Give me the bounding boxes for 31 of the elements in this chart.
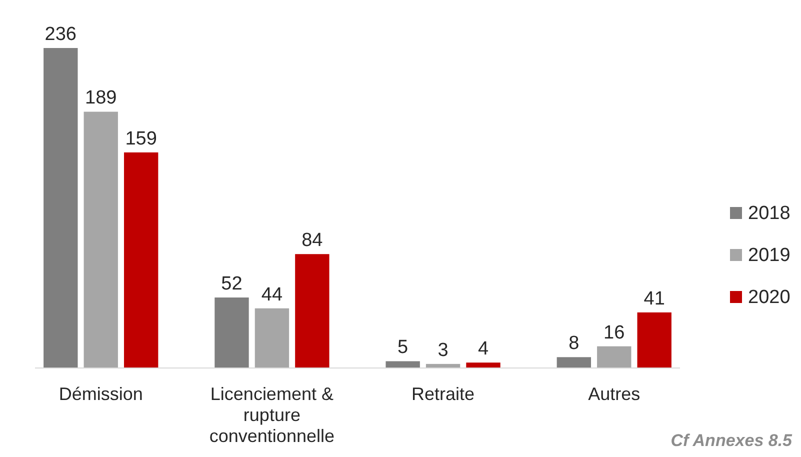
legend-label: 2020 (748, 287, 790, 308)
bar (214, 297, 249, 368)
data-label: 44 (261, 284, 283, 306)
data-label: 8 (568, 333, 580, 354)
data-label: 52 (221, 273, 242, 294)
bar (295, 254, 330, 368)
text: Cf Annexes 8.5 (670, 431, 793, 450)
data-label: 5 (398, 337, 408, 358)
bar (556, 357, 592, 368)
data-label: 4 (478, 338, 489, 360)
data-label: 84 (302, 230, 324, 252)
bar (597, 346, 632, 368)
bar (44, 48, 78, 368)
data-label: 189 (85, 88, 117, 109)
bar (254, 308, 290, 368)
bar (466, 362, 500, 368)
bar (84, 112, 118, 368)
x-tick-label: Retraite (412, 384, 475, 404)
legend-label: 2019 (748, 245, 790, 266)
bar (124, 152, 158, 368)
bar (386, 361, 420, 368)
x-tick-label: Licenciement & rupture conventionnelle (209, 384, 335, 446)
legend-label: 2018 (748, 203, 790, 224)
data-label: 159 (125, 128, 157, 150)
x-tick-label: Autres (588, 384, 640, 404)
data-label: 3 (438, 340, 448, 361)
bar (637, 312, 672, 368)
x-tick-label: Démission (58, 384, 143, 404)
data-label: 16 (604, 322, 625, 344)
data-label: 236 (44, 24, 76, 45)
data-label: 41 (644, 288, 665, 310)
